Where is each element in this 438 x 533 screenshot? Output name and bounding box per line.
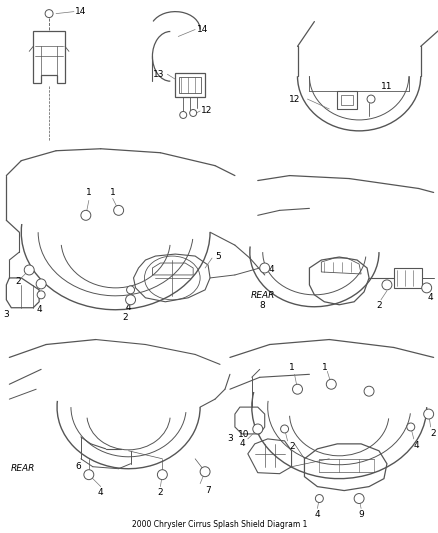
Ellipse shape <box>314 495 323 503</box>
Bar <box>340 95 352 105</box>
Ellipse shape <box>353 494 363 504</box>
Text: 12: 12 <box>201 107 212 116</box>
Text: 8: 8 <box>259 301 265 310</box>
Text: 2: 2 <box>157 488 163 497</box>
Ellipse shape <box>157 470 167 480</box>
Ellipse shape <box>252 424 262 434</box>
Ellipse shape <box>189 109 196 116</box>
Ellipse shape <box>37 291 45 299</box>
Bar <box>393 268 421 288</box>
Ellipse shape <box>81 211 91 220</box>
Ellipse shape <box>280 425 288 433</box>
Text: 1: 1 <box>322 363 328 372</box>
Ellipse shape <box>84 470 94 480</box>
Text: REAR: REAR <box>250 292 274 300</box>
Ellipse shape <box>325 379 336 389</box>
Text: 4: 4 <box>98 488 103 497</box>
Text: 4: 4 <box>413 441 419 450</box>
Text: 13: 13 <box>152 70 164 79</box>
Ellipse shape <box>423 409 433 419</box>
Text: 2: 2 <box>289 442 294 451</box>
Ellipse shape <box>200 467 209 477</box>
Ellipse shape <box>179 111 186 118</box>
Ellipse shape <box>381 280 391 290</box>
Ellipse shape <box>24 265 34 275</box>
Ellipse shape <box>125 295 135 305</box>
Text: 2000 Chrysler Cirrus Splash Shield Diagram 1: 2000 Chrysler Cirrus Splash Shield Diagr… <box>131 520 307 529</box>
Text: 14: 14 <box>75 7 86 16</box>
Ellipse shape <box>292 384 302 394</box>
Text: 12: 12 <box>288 94 300 103</box>
Text: 4: 4 <box>125 303 131 312</box>
Text: 4: 4 <box>314 510 319 519</box>
Text: 4: 4 <box>268 265 274 274</box>
Text: 10: 10 <box>238 431 249 439</box>
Text: 7: 7 <box>205 486 210 495</box>
Bar <box>175 73 205 97</box>
Ellipse shape <box>421 283 431 293</box>
Text: 2: 2 <box>375 301 381 310</box>
Text: 4: 4 <box>240 439 245 448</box>
Ellipse shape <box>406 423 414 431</box>
Ellipse shape <box>126 286 134 294</box>
Ellipse shape <box>45 10 53 18</box>
Text: REAR: REAR <box>11 464 35 473</box>
Text: 5: 5 <box>215 252 220 261</box>
Text: 4: 4 <box>36 305 42 314</box>
Ellipse shape <box>113 205 124 215</box>
Ellipse shape <box>36 279 46 289</box>
Text: 2: 2 <box>430 430 435 439</box>
Text: 3: 3 <box>4 310 9 319</box>
Ellipse shape <box>366 95 374 103</box>
Text: 4: 4 <box>427 293 432 302</box>
Text: 3: 3 <box>226 434 232 443</box>
Text: 11: 11 <box>380 82 392 91</box>
Text: 2: 2 <box>15 277 21 286</box>
Ellipse shape <box>363 386 373 396</box>
Text: 14: 14 <box>197 25 208 34</box>
Text: 1: 1 <box>86 188 92 197</box>
Bar <box>179 77 201 93</box>
Text: 1: 1 <box>110 188 115 197</box>
Text: 1: 1 <box>288 363 294 372</box>
Text: 9: 9 <box>357 510 363 519</box>
Text: 6: 6 <box>75 462 81 471</box>
Bar <box>336 91 356 109</box>
Ellipse shape <box>259 263 269 273</box>
Text: 2: 2 <box>123 313 128 322</box>
